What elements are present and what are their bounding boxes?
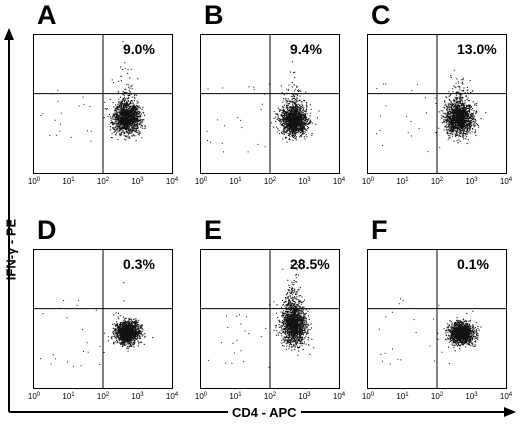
percent-upper-right-a: 9.0%	[123, 41, 155, 57]
x-tick-labels-c: 100 101 102 103 104	[362, 176, 517, 190]
scatter-plot-e	[201, 250, 339, 388]
scatter-panel-e	[200, 249, 340, 389]
x-tick-label: 104	[332, 392, 346, 401]
panel-label-d: D	[37, 215, 57, 245]
x-tick-labels-d: 100 101 102 103 104	[28, 391, 183, 405]
x-tick-labels-a: 100 101 102 103 104	[28, 176, 183, 190]
x-axis-title: CD4 - APC	[228, 405, 301, 420]
x-tick-label: 103	[465, 392, 478, 401]
x-tick-label: 100	[27, 392, 41, 401]
x-tick-label: 103	[131, 392, 144, 401]
scatter-plot-d	[34, 250, 172, 388]
scatter-panel-a	[33, 34, 173, 174]
event-dots-f	[378, 298, 482, 365]
x-tick-label: 100	[194, 392, 208, 401]
x-tick-label: 102	[96, 392, 110, 401]
panel-label-a: A	[37, 0, 57, 30]
x-tick-label: 103	[131, 177, 144, 186]
scatter-plot-f	[368, 250, 506, 388]
scatter-panel-f	[367, 249, 507, 389]
x-tick-label: 100	[361, 392, 375, 401]
event-dots-d	[40, 282, 154, 368]
scatter-panel-d	[33, 249, 173, 389]
percent-upper-right-c: 13.0%	[457, 41, 497, 57]
panel-label-c: C	[371, 0, 391, 30]
y-axis-title: IFN-γ - PE	[3, 218, 19, 281]
x-tick-label: 100	[361, 177, 375, 186]
x-tick-labels-f: 100 101 102 103 104	[362, 391, 517, 405]
panel-label-b: B	[204, 0, 224, 30]
x-tick-label: 104	[499, 177, 513, 186]
scatter-plot-c	[368, 35, 506, 173]
x-tick-label: 104	[332, 177, 346, 186]
scatter-panel-c	[367, 34, 507, 174]
percent-upper-right-f: 0.1%	[457, 256, 489, 272]
panel-label-f: F	[371, 215, 388, 245]
scatter-panel-b	[200, 34, 340, 174]
event-dots-e	[208, 258, 315, 368]
x-tick-label: 102	[263, 177, 277, 186]
x-tick-label: 100	[194, 177, 208, 186]
event-dots-b	[206, 61, 320, 153]
y-axis-arrowhead	[4, 28, 14, 40]
x-axis-arrowhead	[504, 407, 516, 417]
event-dots-c	[376, 69, 487, 153]
event-dots-a	[40, 41, 146, 142]
scatter-plot-b	[201, 35, 339, 173]
x-tick-label: 102	[430, 392, 444, 401]
x-tick-label: 101	[396, 392, 409, 401]
panel-label-e: E	[204, 215, 223, 245]
x-tick-label: 101	[62, 177, 75, 186]
x-tick-label: 101	[229, 177, 242, 186]
x-tick-label: 103	[465, 177, 478, 186]
x-tick-label: 104	[165, 392, 179, 401]
x-tick-label: 104	[165, 177, 179, 186]
x-tick-label: 104	[499, 392, 513, 401]
percent-upper-right-b: 9.4%	[290, 41, 322, 57]
percent-upper-right-e: 28.5%	[290, 256, 330, 272]
x-tick-label: 100	[27, 177, 41, 186]
x-tick-label: 101	[396, 177, 409, 186]
x-tick-label: 103	[298, 392, 311, 401]
x-tick-label: 102	[430, 177, 444, 186]
scatter-plot-a	[34, 35, 172, 173]
x-tick-label: 101	[62, 392, 75, 401]
percent-upper-right-d: 0.3%	[123, 256, 155, 272]
x-tick-labels-b: 100 101 102 103 104	[195, 176, 350, 190]
x-tick-label: 103	[298, 177, 311, 186]
x-tick-label: 102	[263, 392, 277, 401]
x-tick-labels-e: 100 101 102 103 104	[195, 391, 350, 405]
x-tick-label: 102	[96, 177, 110, 186]
x-tick-label: 101	[229, 392, 242, 401]
